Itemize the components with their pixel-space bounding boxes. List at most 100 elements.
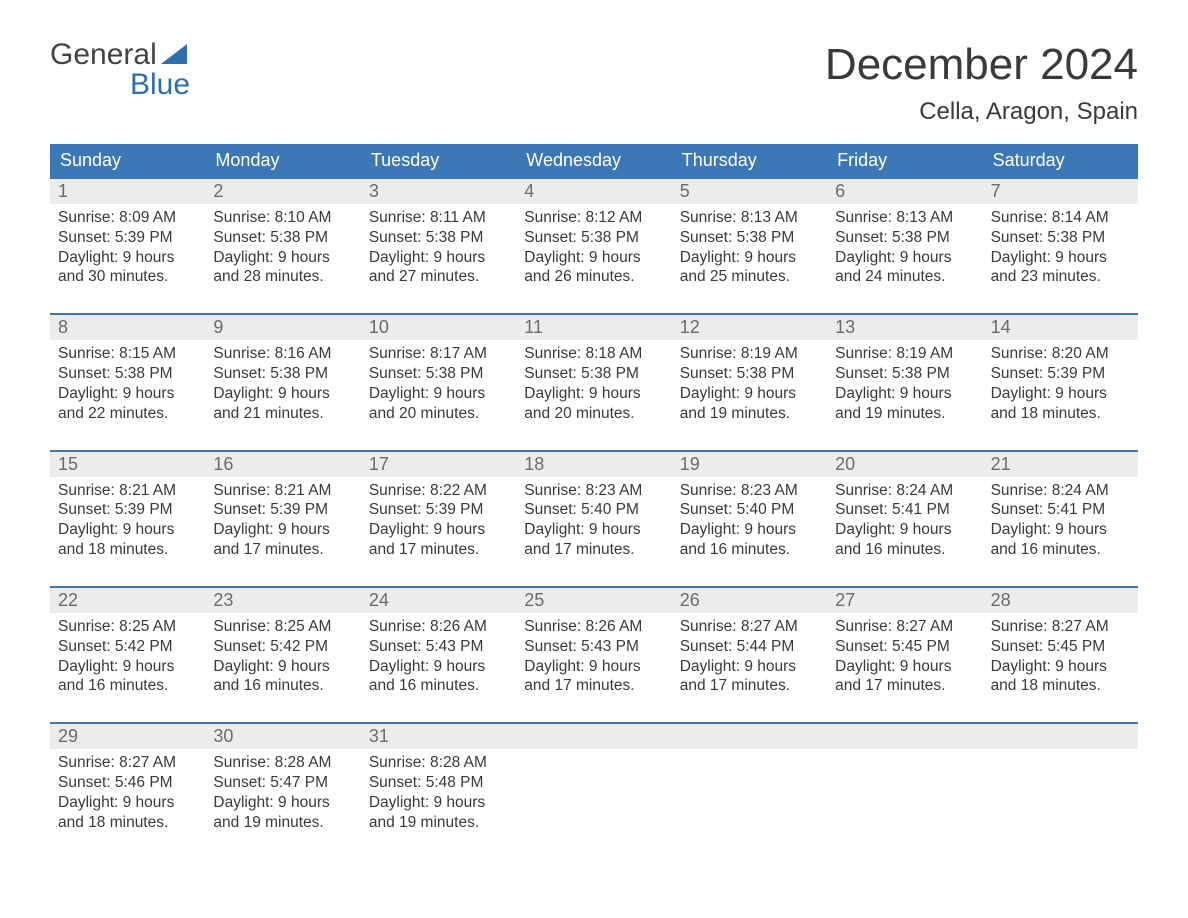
day-number [835, 726, 840, 746]
sunset: Sunset: 5:42 PM [213, 637, 352, 657]
sunset-value: 5:43 PM [577, 638, 639, 655]
sunset-label: Sunset: [680, 501, 733, 518]
calendar-week: 1Sunrise: 8:09 AMSunset: 5:39 PMDaylight… [50, 177, 1138, 293]
daylight-label: Daylight: [680, 249, 740, 266]
sunrise-value: 8:23 AM [581, 482, 642, 499]
day-number-row: 4 [516, 179, 671, 204]
sunrise: Sunrise: 8:16 AM [213, 344, 352, 364]
day-body: Sunrise: 8:21 AMSunset: 5:39 PMDaylight:… [50, 477, 205, 566]
sunset-value: 5:38 PM [577, 365, 639, 382]
day-body: Sunrise: 8:22 AMSunset: 5:39 PMDaylight:… [361, 477, 516, 566]
sunrise-label: Sunrise: [680, 482, 737, 499]
calendar-day: 28Sunrise: 8:27 AMSunset: 5:45 PMDayligh… [983, 588, 1138, 702]
day-number-row: 25 [516, 588, 671, 613]
sunset: Sunset: 5:41 PM [835, 500, 974, 520]
sunset: Sunset: 5:43 PM [369, 637, 508, 657]
daylight: Daylight: 9 hours and 27 minutes. [369, 248, 508, 288]
day-number-row: 8 [50, 315, 205, 340]
sunrise-value: 8:20 AM [1047, 345, 1108, 362]
sunrise: Sunrise: 8:09 AM [58, 208, 197, 228]
day-number: 29 [58, 726, 78, 746]
sunset-value: 5:46 PM [111, 774, 173, 791]
daylight-label: Daylight: [213, 521, 273, 538]
sunset-label: Sunset: [835, 501, 888, 518]
daylight-label: Daylight: [680, 385, 740, 402]
day-body: Sunrise: 8:25 AMSunset: 5:42 PMDaylight:… [205, 613, 360, 702]
daylight-label: Daylight: [991, 658, 1051, 675]
sunrise: Sunrise: 8:12 AM [524, 208, 663, 228]
sunset-label: Sunset: [991, 365, 1044, 382]
sunrise-value: 8:12 AM [581, 209, 642, 226]
sunrise-label: Sunrise: [835, 345, 892, 362]
calendar-day: 27Sunrise: 8:27 AMSunset: 5:45 PMDayligh… [827, 588, 982, 702]
sunset: Sunset: 5:39 PM [58, 500, 197, 520]
calendar-day: 6Sunrise: 8:13 AMSunset: 5:38 PMDaylight… [827, 179, 982, 293]
sunrise-label: Sunrise: [524, 209, 581, 226]
day-body: Sunrise: 8:28 AMSunset: 5:48 PMDaylight:… [361, 749, 516, 838]
sunrise-label: Sunrise: [369, 209, 426, 226]
day-number: 16 [213, 454, 233, 474]
daylight: Daylight: 9 hours and 16 minutes. [58, 657, 197, 697]
day-body: Sunrise: 8:19 AMSunset: 5:38 PMDaylight:… [672, 340, 827, 429]
daylight-label: Daylight: [58, 249, 118, 266]
day-number-row: 29 [50, 724, 205, 749]
sunset-label: Sunset: [58, 774, 111, 791]
day-number-row: 20 [827, 452, 982, 477]
daylight-label: Daylight: [58, 658, 118, 675]
sunrise-label: Sunrise: [58, 482, 115, 499]
sunrise-label: Sunrise: [58, 209, 115, 226]
day-number-row: 3 [361, 179, 516, 204]
calendar-week: 8Sunrise: 8:15 AMSunset: 5:38 PMDaylight… [50, 313, 1138, 429]
sunrise: Sunrise: 8:28 AM [213, 753, 352, 773]
day-body: Sunrise: 8:27 AMSunset: 5:45 PMDaylight:… [827, 613, 982, 702]
calendar-day: 9Sunrise: 8:16 AMSunset: 5:38 PMDaylight… [205, 315, 360, 429]
sunrise-label: Sunrise: [991, 482, 1048, 499]
sunrise: Sunrise: 8:19 AM [680, 344, 819, 364]
sunset: Sunset: 5:45 PM [991, 637, 1130, 657]
calendar-day: 15Sunrise: 8:21 AMSunset: 5:39 PMDayligh… [50, 452, 205, 566]
sunset-label: Sunset: [991, 638, 1044, 655]
day-body: Sunrise: 8:28 AMSunset: 5:47 PMDaylight:… [205, 749, 360, 838]
sunrise: Sunrise: 8:24 AM [991, 481, 1130, 501]
day-body: Sunrise: 8:11 AMSunset: 5:38 PMDaylight:… [361, 204, 516, 293]
logo-top-text: General [50, 40, 157, 70]
daylight-label: Daylight: [835, 658, 895, 675]
day-body: Sunrise: 8:16 AMSunset: 5:38 PMDaylight:… [205, 340, 360, 429]
day-body: Sunrise: 8:13 AMSunset: 5:38 PMDaylight:… [827, 204, 982, 293]
sunrise-value: 8:28 AM [270, 754, 331, 771]
calendar-day: 16Sunrise: 8:21 AMSunset: 5:39 PMDayligh… [205, 452, 360, 566]
sunrise: Sunrise: 8:13 AM [680, 208, 819, 228]
sunrise-label: Sunrise: [524, 345, 581, 362]
sunrise-label: Sunrise: [524, 482, 581, 499]
calendar-day [672, 724, 827, 838]
sunset-label: Sunset: [58, 365, 111, 382]
calendar-day: 17Sunrise: 8:22 AMSunset: 5:39 PMDayligh… [361, 452, 516, 566]
sunset-label: Sunset: [680, 638, 733, 655]
day-number: 25 [524, 590, 544, 610]
sunset-label: Sunset: [991, 501, 1044, 518]
sunset-label: Sunset: [369, 229, 422, 246]
daylight: Daylight: 9 hours and 16 minutes. [680, 520, 819, 560]
day-number: 1 [58, 181, 68, 201]
day-number: 8 [58, 317, 68, 337]
day-number-row: 23 [205, 588, 360, 613]
sunset: Sunset: 5:44 PM [680, 637, 819, 657]
sunset: Sunset: 5:38 PM [835, 228, 974, 248]
sunset-label: Sunset: [369, 774, 422, 791]
day-of-week-header: Tuesday [361, 144, 516, 177]
daylight: Daylight: 9 hours and 18 minutes. [991, 657, 1130, 697]
daylight: Daylight: 9 hours and 16 minutes. [213, 657, 352, 697]
sunrise-value: 8:25 AM [115, 618, 176, 635]
day-body [672, 749, 827, 821]
day-number: 7 [991, 181, 1001, 201]
sunrise: Sunrise: 8:27 AM [58, 753, 197, 773]
sunrise: Sunrise: 8:27 AM [991, 617, 1130, 637]
sunset-label: Sunset: [58, 638, 111, 655]
day-number: 20 [835, 454, 855, 474]
day-body: Sunrise: 8:12 AMSunset: 5:38 PMDaylight:… [516, 204, 671, 293]
sunset-value: 5:38 PM [266, 229, 328, 246]
daylight-label: Daylight: [213, 658, 273, 675]
sunrise-value: 8:23 AM [737, 482, 798, 499]
daylight: Daylight: 9 hours and 17 minutes. [524, 657, 663, 697]
day-number-row: 12 [672, 315, 827, 340]
